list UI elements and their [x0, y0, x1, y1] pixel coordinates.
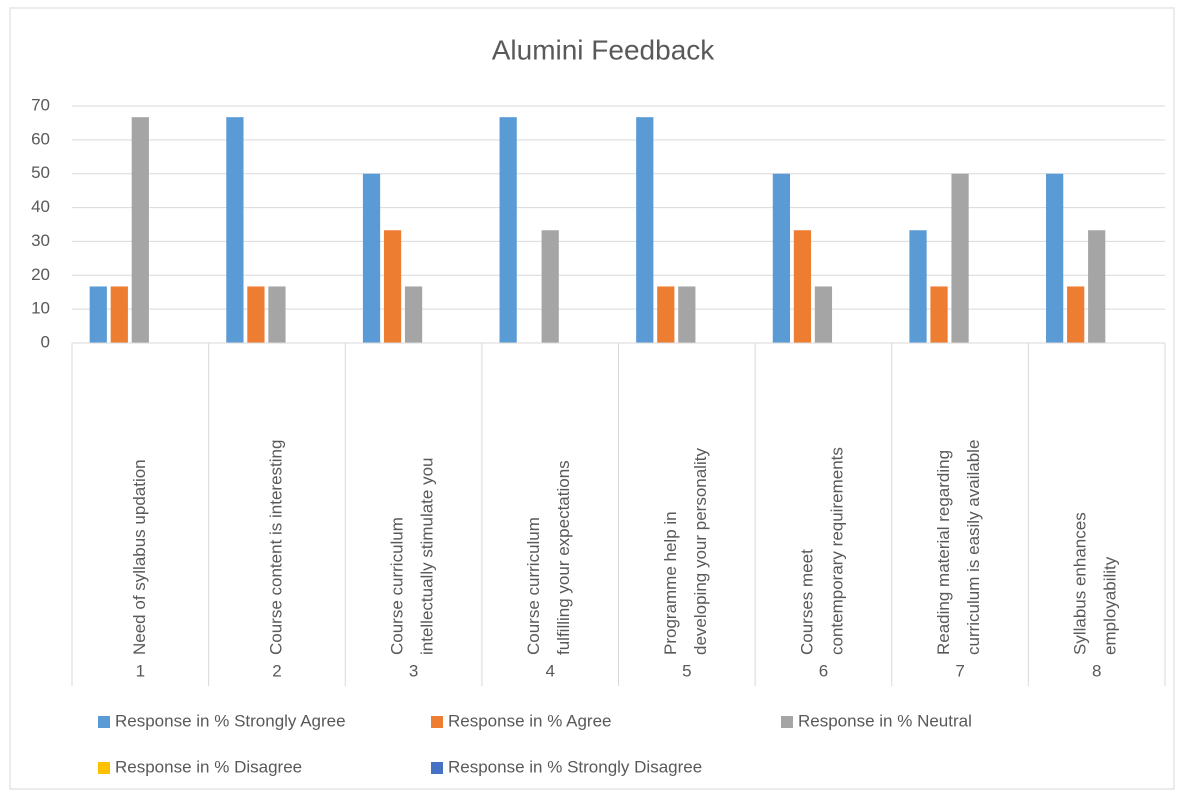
bar [226, 117, 244, 344]
bar [793, 230, 812, 343]
category-label: Course curriculum intellectually stimulat… [388, 458, 437, 655]
bar [1088, 230, 1106, 343]
group-label: 5 [682, 661, 691, 680]
legend-label: Response in % Neutral [798, 711, 972, 730]
y-tick-label: 30 [31, 231, 50, 250]
legend-swatch [431, 762, 443, 774]
bar [1067, 286, 1085, 343]
bar [541, 230, 559, 343]
group-label: 1 [136, 661, 145, 680]
bar [636, 117, 654, 344]
bar [772, 173, 791, 343]
bar [362, 173, 381, 343]
legend-swatch [781, 716, 793, 728]
bar [247, 286, 265, 343]
legend-swatch [98, 716, 110, 728]
group-label: 8 [1092, 661, 1101, 680]
chart-title: Alumini Feedback [492, 34, 716, 65]
group-label: 7 [955, 661, 964, 680]
group-label: 4 [545, 661, 554, 680]
legend-label: Response in % Strongly Disagree [448, 757, 702, 776]
y-tick-label: 10 [31, 299, 50, 318]
group-label: 6 [819, 661, 828, 680]
category-label: Need of syllabus updation [130, 459, 149, 655]
y-tick-label: 40 [31, 197, 50, 216]
category-label: Programme help in developing your persona… [661, 448, 710, 655]
y-tick-label: 70 [31, 95, 50, 114]
y-tick-label: 60 [31, 129, 50, 148]
category-label: Course content is interesting [266, 440, 285, 655]
bar [404, 286, 423, 343]
bar [131, 117, 149, 344]
bar [814, 286, 833, 343]
legend-label: Response in % Disagree [115, 757, 302, 776]
bar [268, 286, 286, 343]
bar [89, 286, 107, 343]
legend-label: Response in % Strongly Agree [115, 711, 346, 730]
y-tick-label: 0 [41, 332, 50, 351]
bar [499, 117, 517, 344]
category-label: Reading material regarding curriculum is … [935, 440, 984, 655]
legend-swatch [98, 762, 110, 774]
bar [657, 286, 675, 343]
category-label: Course curriculum fulfilling your expecta… [525, 460, 574, 655]
legend-swatch [431, 716, 443, 728]
bar [678, 286, 696, 343]
chart-border [9, 7, 1175, 790]
y-tick-label: 50 [31, 163, 50, 182]
bar [951, 173, 969, 343]
bar [930, 286, 948, 343]
bar [909, 230, 927, 343]
y-tick-label: 20 [31, 265, 50, 284]
bar [1046, 173, 1064, 343]
bar [383, 230, 402, 343]
category-label: Syllabus enhances employability [1071, 512, 1120, 655]
bar [110, 286, 128, 343]
category-label: Courses meet contemporary requirements [798, 447, 847, 655]
group-label: 3 [409, 661, 418, 680]
group-label: 2 [272, 661, 281, 680]
legend-label: Response in % Agree [448, 711, 612, 730]
